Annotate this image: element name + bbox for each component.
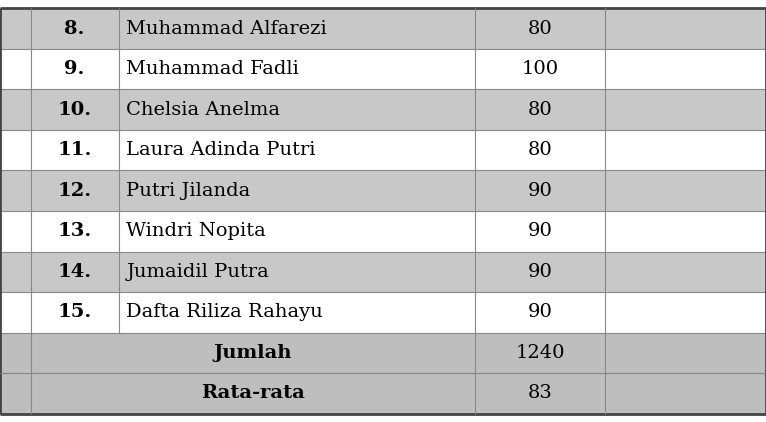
Bar xyxy=(0,333,766,373)
Bar xyxy=(0,89,766,130)
Text: 14.: 14. xyxy=(57,263,92,281)
Bar xyxy=(0,292,766,333)
Text: 100: 100 xyxy=(522,60,558,78)
Text: Chelsia Anelma: Chelsia Anelma xyxy=(126,101,280,119)
Text: Dafta Riliza Rahayu: Dafta Riliza Rahayu xyxy=(126,303,323,321)
Text: 80: 80 xyxy=(528,101,552,119)
Text: Jumlah: Jumlah xyxy=(214,344,292,362)
Text: 80: 80 xyxy=(528,141,552,159)
Text: 90: 90 xyxy=(528,303,552,321)
Text: 13.: 13. xyxy=(57,222,92,240)
Bar xyxy=(605,8,735,49)
Bar xyxy=(0,49,766,89)
Text: 90: 90 xyxy=(528,222,552,240)
Text: 12.: 12. xyxy=(57,182,92,200)
Text: Jumaidil Putra: Jumaidil Putra xyxy=(126,263,269,281)
Bar xyxy=(0,211,766,252)
Bar xyxy=(605,89,735,130)
Bar xyxy=(0,252,766,292)
Text: 9.: 9. xyxy=(64,60,85,78)
Text: 83: 83 xyxy=(528,384,552,402)
Text: Muhammad Alfarezi: Muhammad Alfarezi xyxy=(126,20,327,38)
Bar xyxy=(0,170,31,211)
Text: 80: 80 xyxy=(528,20,552,38)
Text: 15.: 15. xyxy=(57,303,92,321)
Bar xyxy=(0,252,31,292)
Bar xyxy=(0,8,31,49)
Text: 1240: 1240 xyxy=(516,344,565,362)
Bar xyxy=(0,89,31,130)
Bar xyxy=(0,130,766,170)
Text: 90: 90 xyxy=(528,182,552,200)
Text: Windri Nopita: Windri Nopita xyxy=(126,222,266,240)
Bar xyxy=(0,8,766,49)
Bar xyxy=(0,373,766,414)
Text: Muhammad Fadli: Muhammad Fadli xyxy=(126,60,300,78)
Text: 11.: 11. xyxy=(57,141,92,159)
Text: 10.: 10. xyxy=(57,101,92,119)
Bar xyxy=(605,170,735,211)
Text: Putri Jilanda: Putri Jilanda xyxy=(126,182,250,200)
Text: 90: 90 xyxy=(528,263,552,281)
Bar xyxy=(0,170,766,211)
Text: 8.: 8. xyxy=(64,20,85,38)
Bar xyxy=(605,252,735,292)
Text: Rata-rata: Rata-rata xyxy=(201,384,305,402)
Text: Laura Adinda Putri: Laura Adinda Putri xyxy=(126,141,316,159)
